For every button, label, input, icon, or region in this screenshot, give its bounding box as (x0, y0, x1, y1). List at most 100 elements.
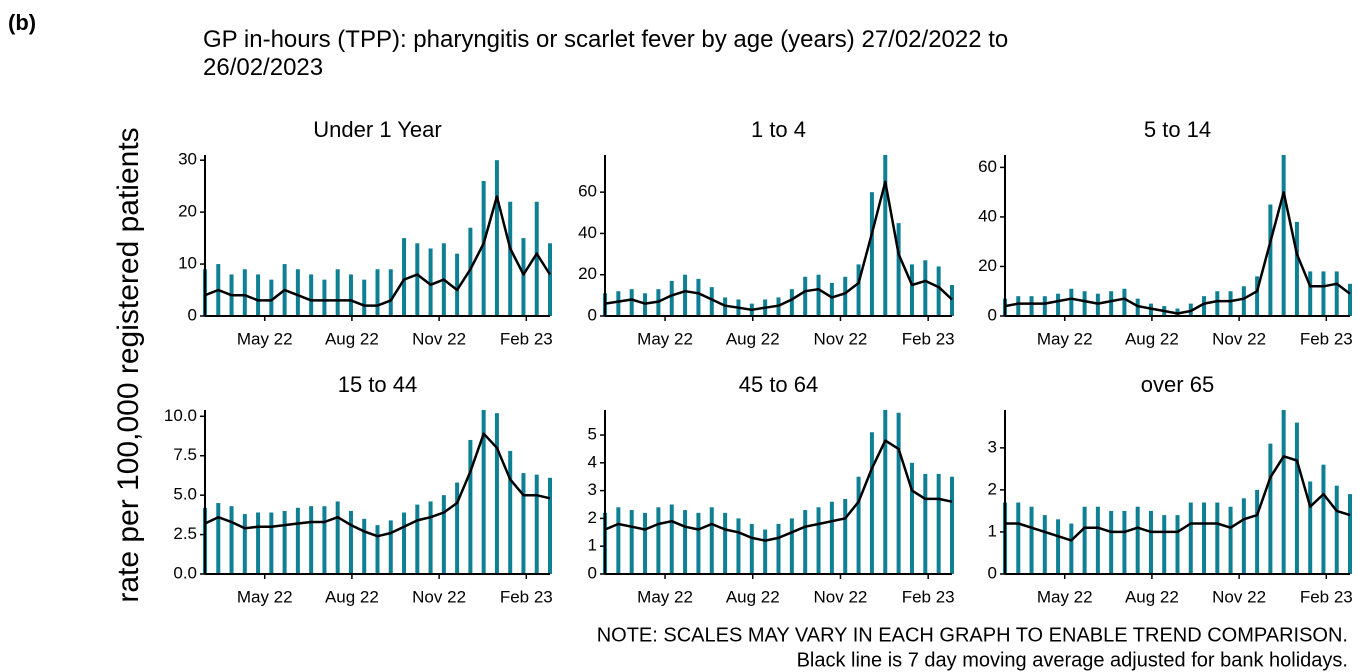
y-tick-label: 0 (588, 305, 597, 324)
spike (749, 523, 754, 574)
spike (1122, 288, 1127, 316)
spike (1162, 515, 1167, 574)
spike (1268, 443, 1273, 574)
spike (362, 279, 367, 316)
spike (936, 473, 941, 574)
spike (1294, 221, 1299, 316)
x-tick-label: May 22 (637, 587, 693, 606)
spike (468, 227, 473, 316)
spike (669, 504, 674, 574)
spike (1308, 481, 1313, 574)
y-tick-label: 10 (178, 254, 197, 273)
spike (309, 274, 314, 316)
spike (1241, 498, 1246, 574)
spike (534, 201, 539, 316)
spike (883, 155, 888, 316)
x-tick-label: Nov 22 (1212, 587, 1266, 606)
y-tick-label: 0.0 (173, 563, 197, 582)
spike (1082, 506, 1087, 574)
spike (415, 504, 420, 574)
spike (816, 507, 821, 574)
spike (896, 412, 901, 574)
spike (1348, 494, 1352, 574)
spike (1042, 296, 1047, 316)
moving-average-line (604, 439, 953, 542)
spike (269, 279, 274, 316)
y-axis-label: rate per 100,000 registered patients (112, 127, 145, 602)
y-tick-label: 10.0 (164, 406, 197, 425)
spike (521, 238, 526, 316)
x-tick-label: Aug 22 (1125, 587, 1179, 606)
spike (843, 276, 848, 316)
spike (256, 512, 261, 574)
x-tick-label: Feb 23 (902, 329, 955, 348)
spike (1056, 293, 1061, 316)
spike (1042, 515, 1047, 574)
x-tick-label: Nov 22 (1212, 329, 1266, 348)
spike (1202, 502, 1207, 574)
spike (829, 501, 834, 574)
spike (616, 507, 621, 574)
spike (481, 410, 486, 574)
x-tick-label: Nov 22 (814, 329, 868, 348)
spike (1135, 506, 1140, 574)
moving-average-line (204, 432, 551, 538)
spike (950, 285, 954, 316)
spike (1215, 291, 1220, 316)
spike (348, 274, 353, 316)
x-tick-label: Feb 23 (1300, 587, 1353, 606)
spike (1069, 523, 1074, 574)
x-tick-label: May 22 (237, 329, 293, 348)
x-tick-label: Nov 22 (814, 587, 868, 606)
spike (629, 289, 634, 316)
x-tick-label: Nov 22 (412, 329, 466, 348)
spike (388, 269, 393, 316)
spike (455, 253, 460, 316)
spike (428, 248, 433, 316)
spike (869, 192, 874, 316)
spike (229, 506, 234, 574)
x-tick-label: Aug 22 (325, 329, 379, 348)
y-tick-label: 30 (178, 150, 197, 169)
spike (683, 510, 688, 574)
spike (1029, 506, 1034, 574)
spike (643, 512, 648, 574)
spike (548, 243, 552, 316)
panel-title: over 65 (1141, 372, 1214, 397)
spike (709, 287, 714, 316)
y-tick-label: 2 (588, 508, 597, 527)
spike (508, 201, 513, 316)
spike (669, 280, 674, 316)
spike (309, 506, 314, 574)
spike (816, 274, 821, 316)
x-tick-label: Aug 22 (726, 329, 780, 348)
spike (468, 439, 473, 574)
x-tick-label: Feb 23 (1300, 329, 1353, 348)
y-tick-label: 40 (578, 223, 597, 242)
spike (1294, 422, 1299, 574)
y-tick-label: 1 (588, 536, 597, 555)
y-tick-label: 40 (978, 206, 997, 225)
y-tick-label: 0 (588, 563, 597, 582)
x-tick-label: May 22 (1037, 587, 1093, 606)
spike (1268, 204, 1273, 316)
spike (521, 473, 526, 574)
spike (375, 269, 380, 316)
spike (375, 525, 380, 574)
spike (856, 264, 861, 316)
spike (856, 476, 861, 574)
spike (1202, 296, 1207, 316)
spike (1095, 506, 1100, 574)
spike (1188, 502, 1193, 574)
spike (843, 498, 848, 574)
spike (696, 278, 701, 316)
spike (869, 432, 874, 574)
spike (455, 482, 460, 574)
x-tick-label: May 22 (637, 329, 693, 348)
x-tick-label: Aug 22 (726, 587, 780, 606)
x-tick-label: Feb 23 (500, 587, 553, 606)
moving-average-line (604, 180, 953, 312)
spike (1016, 296, 1021, 316)
spike (534, 474, 539, 574)
